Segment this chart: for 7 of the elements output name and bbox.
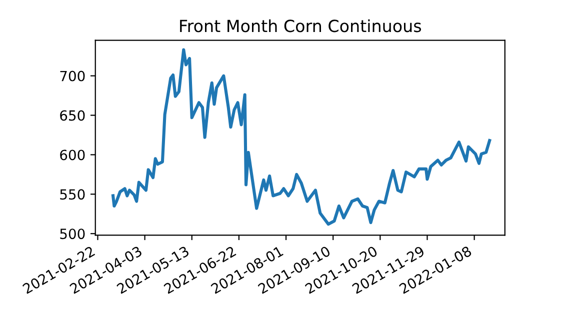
line-series bbox=[111, 48, 492, 226]
y-tick-label: 550 bbox=[60, 189, 85, 200]
y-tick-label: 600 bbox=[60, 150, 85, 160]
y-tick-label: 500 bbox=[60, 228, 85, 240]
y-tick-label: 650 bbox=[60, 110, 85, 121]
chart-title: Front Month Corn Continuous bbox=[180, 19, 422, 32]
y-tick-label: 700 bbox=[60, 70, 85, 82]
